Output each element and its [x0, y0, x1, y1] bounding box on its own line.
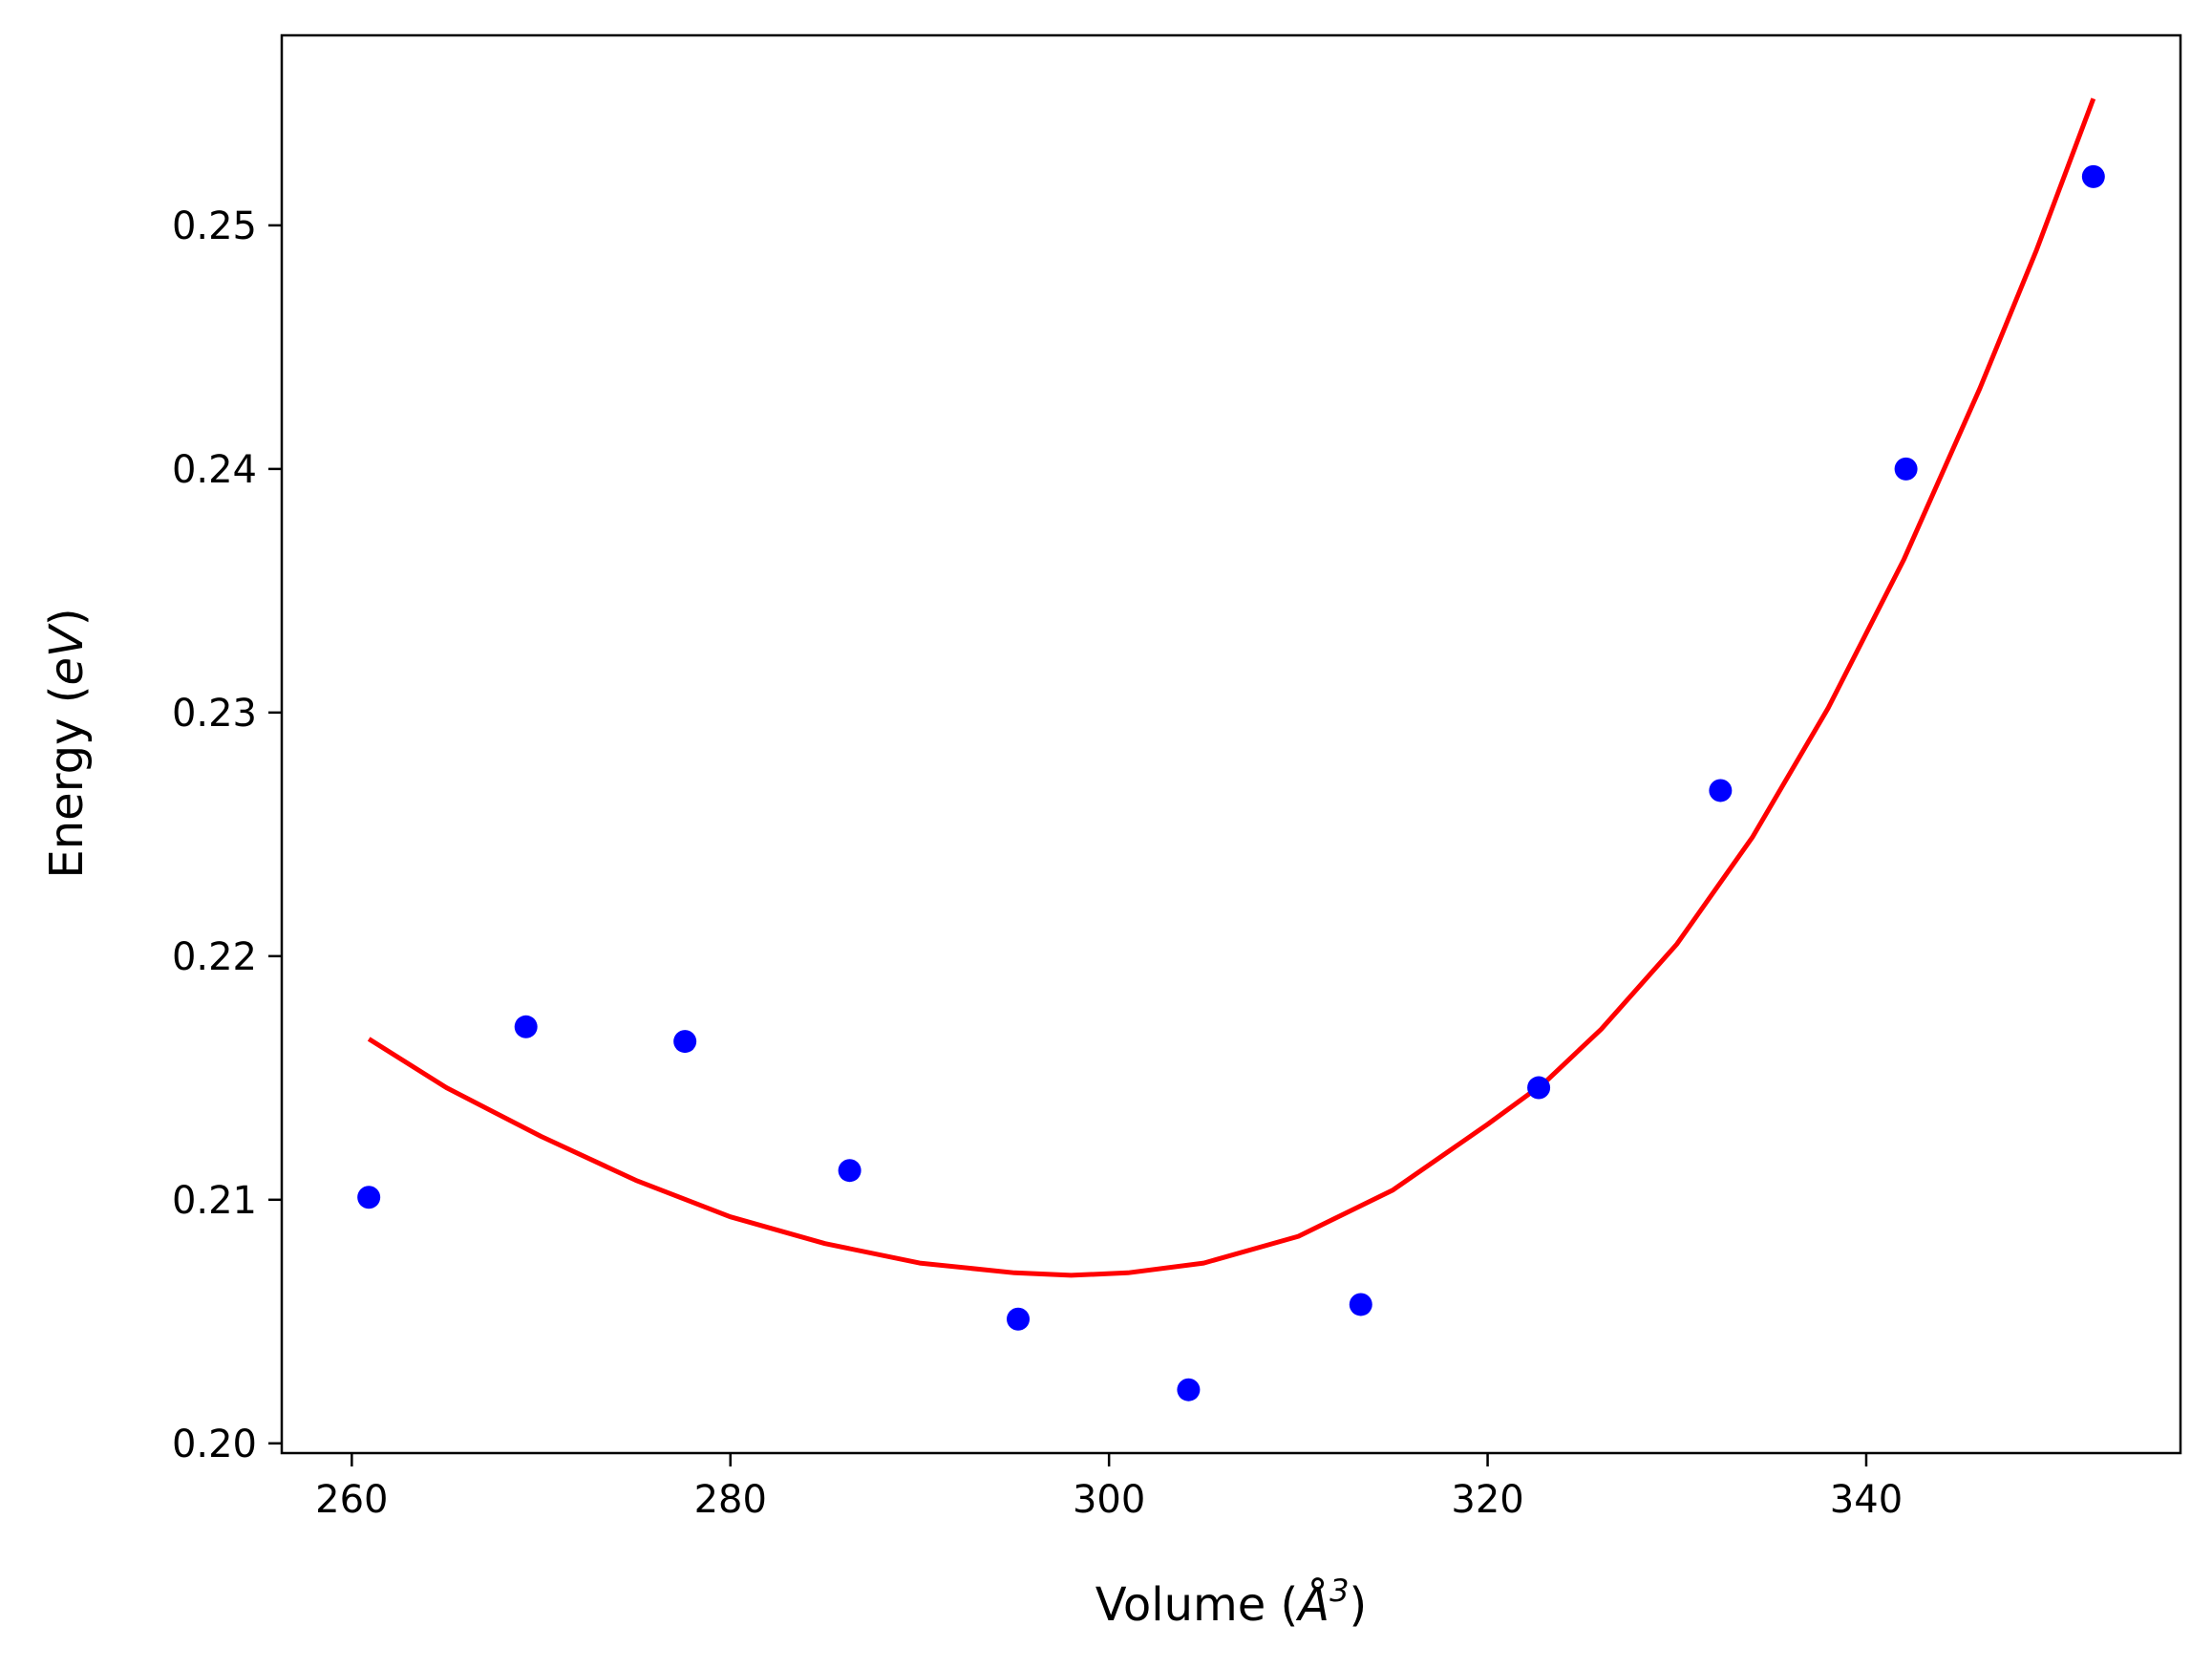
y-tick-label: 0.24 [172, 448, 257, 492]
x-tick-label: 300 [1073, 1478, 1145, 1522]
x-tick-label: 320 [1451, 1478, 1523, 1522]
data-point [514, 1015, 538, 1038]
x-tick-label: 260 [315, 1478, 388, 1522]
data-point [357, 1186, 381, 1209]
y-tick-label: 0.21 [172, 1179, 257, 1223]
data-point [1894, 457, 1918, 481]
data-point [1007, 1307, 1031, 1331]
x-axis-label: Volume (Å3) [1095, 1573, 1367, 1632]
data-point [2081, 164, 2105, 188]
data-point [673, 1030, 697, 1054]
data-point [1709, 779, 1733, 802]
data-point [1349, 1293, 1372, 1316]
y-axis-ticks: 0.20 0.21 0.22 0.23 0.24 0.25 [172, 204, 282, 1466]
x-tick-label: 280 [694, 1478, 767, 1522]
x-axis-ticks: 260 280 300 320 340 [315, 1453, 1903, 1522]
y-tick-label: 0.23 [172, 692, 257, 736]
x-tick-label: 340 [1830, 1478, 1903, 1522]
y-tick-label: 0.22 [172, 935, 257, 979]
y-tick-label: 0.20 [172, 1423, 257, 1466]
data-point [1177, 1378, 1201, 1402]
y-axis-label: Energy (eV) [40, 608, 94, 878]
fit-curve [367, 97, 2096, 1278]
y-tick-label: 0.25 [172, 204, 257, 248]
data-point [1527, 1076, 1551, 1100]
axes-frame [280, 33, 2182, 1455]
scatter-points [357, 164, 2105, 1402]
plot-area [357, 97, 2105, 1402]
data-point [838, 1159, 861, 1183]
